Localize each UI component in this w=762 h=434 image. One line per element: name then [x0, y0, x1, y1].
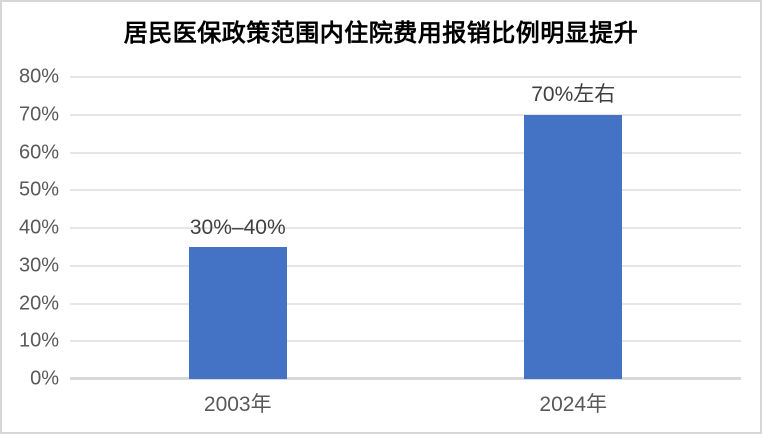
gridline: [70, 189, 741, 192]
x-axis: 2003年 2024年: [70, 386, 741, 416]
y-tick-label: 70%: [18, 103, 59, 126]
y-tick-label: 80%: [18, 65, 59, 88]
gridline: [70, 302, 741, 305]
x-tick-label: 2003年: [203, 393, 272, 416]
gridline: [70, 227, 741, 229]
y-tick-label: 20%: [18, 292, 59, 314]
y-tick-label: 30%: [18, 254, 59, 277]
y-tick-label: 50%: [18, 178, 59, 201]
y-tick-label: 40%: [18, 216, 59, 239]
bar-data-label: 30%–40%: [189, 215, 286, 239]
y-tick-label: 60%: [18, 141, 59, 163]
bar-data-label: 70%左右: [531, 82, 616, 106]
y-tick-label: 0%: [30, 367, 59, 390]
x-axis-line: [70, 377, 741, 380]
gridline: [70, 264, 741, 267]
chart-title: 居民医保政策范围内住院费用报销比例明显提升: [123, 20, 639, 47]
bar-2003年: [188, 246, 287, 379]
gridline: [70, 151, 741, 154]
gridline: [70, 340, 741, 343]
bar-2024年: [524, 114, 623, 379]
gridline: [70, 113, 741, 116]
x-tick-label: 2024年: [539, 393, 608, 416]
y-axis: 0% 10% 20% 30% 40% 50% 60% 70% 80%: [2, 66, 59, 390]
y-tick-label: 10%: [18, 329, 59, 352]
gridline: [70, 76, 741, 78]
plot-area: 30%–40% 70%左右: [70, 76, 741, 380]
